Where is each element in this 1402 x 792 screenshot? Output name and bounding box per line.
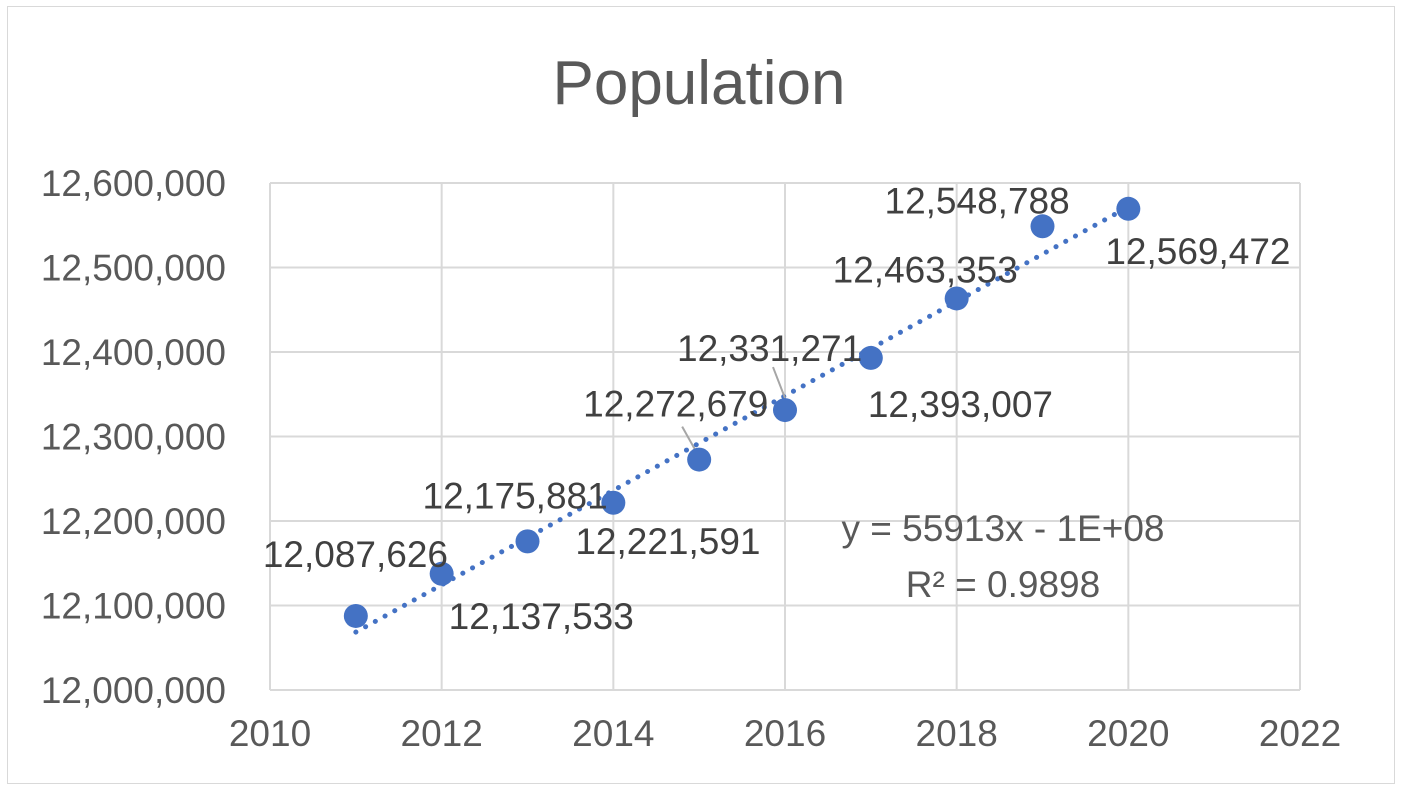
chart-frame [7, 6, 1395, 784]
data-point [1030, 214, 1055, 239]
data-point [944, 286, 969, 311]
data-point [858, 345, 883, 370]
leader-lines [681, 366, 786, 453]
data-label: 12,221,591 [575, 521, 760, 562]
data-point [429, 561, 454, 586]
grid-lines [269, 182, 1301, 691]
x-tick-label: 2020 [1087, 713, 1169, 754]
data-label: 12,272,679 [583, 384, 768, 425]
y-tick-label: 12,300,000 [41, 417, 226, 458]
data-label: 12,331,271 [677, 328, 862, 369]
label-leader-line [772, 366, 786, 399]
x-tick-label: 2012 [401, 713, 483, 754]
chart-title: Population [552, 49, 845, 118]
y-tick-label: 12,200,000 [41, 501, 226, 542]
x-tick-label: 2022 [1259, 713, 1341, 754]
data-point [343, 603, 368, 628]
trendline-r-squared: R² = 0.9898 [906, 564, 1100, 605]
trendline-group [353, 204, 1131, 635]
y-tick-label: 12,000,000 [41, 670, 226, 711]
data-point [773, 398, 797, 423]
data-label: 12,569,472 [1105, 231, 1290, 272]
data-points [343, 196, 1141, 628]
data-point [687, 447, 712, 472]
y-tick-label: 12,400,000 [41, 332, 226, 373]
trendline-equation: y = 55913x - 1E+08 [842, 508, 1165, 549]
data-point [515, 529, 540, 554]
data-label: 12,463,353 [833, 249, 1018, 290]
trendline [353, 204, 1131, 635]
y-tick-label: 12,500,000 [41, 248, 226, 289]
y-tick-label: 12,100,000 [41, 586, 226, 627]
label-leader-line [681, 426, 698, 453]
y-axis-ticks: 12,000,000 12,100,000 12,200,000 12,300,000… [41, 163, 226, 711]
data-label: 12,087,626 [263, 534, 448, 575]
y-tick-label: 12,600,000 [41, 163, 226, 204]
data-label: 12,393,007 [868, 384, 1053, 425]
data-label: 12,548,788 [885, 180, 1070, 221]
data-point [1116, 196, 1141, 221]
data-point [601, 490, 626, 515]
x-tick-label: 2014 [572, 713, 654, 754]
x-tick-label: 2018 [916, 713, 998, 754]
x-tick-label: 2016 [744, 713, 826, 754]
data-label: 12,175,881 [423, 475, 608, 516]
x-tick-label: 2010 [229, 713, 311, 754]
x-axis-ticks: 2010 2012 2014 2016 2018 2020 2022 [229, 713, 1341, 754]
data-label: 12,137,533 [449, 596, 634, 637]
